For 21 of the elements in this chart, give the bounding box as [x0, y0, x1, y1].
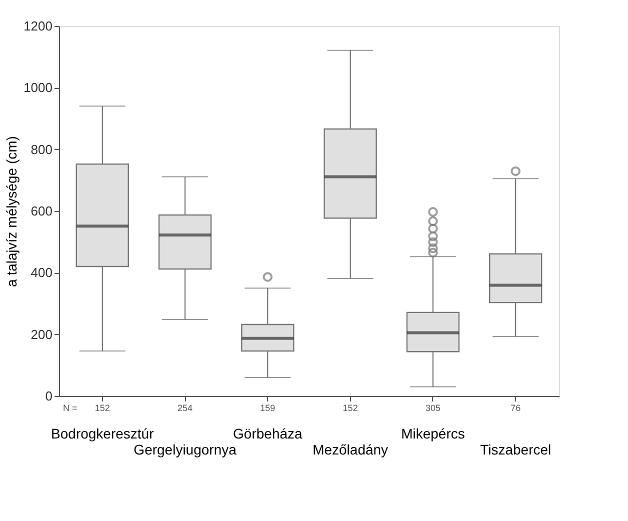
y-tick-label: 600 — [30, 204, 52, 218]
x-tick-label: Görbeháza — [233, 426, 303, 442]
x-tick-label: Bodrogkeresztúr — [51, 426, 154, 442]
text: N = — [63, 403, 78, 413]
y-tick-label: 800 — [30, 142, 52, 157]
text: 152 — [342, 403, 358, 413]
y-tick-label: 200 — [30, 326, 52, 342]
text: 254 — [178, 403, 193, 413]
text: 305 — [425, 403, 440, 413]
y-tick-label: 1000 — [24, 80, 52, 96]
text: 76 — [510, 403, 521, 413]
x-tick-label: Tiszabercel — [480, 442, 552, 458]
text: 159 — [260, 403, 276, 413]
x-tick-label: Mezőladány — [312, 442, 388, 458]
y-tick-label: 0 — [45, 388, 52, 404]
text: 152 — [94, 403, 110, 413]
y-axis-title: a talajvíz mélysége (cm) — [4, 136, 20, 287]
y-tick-label: 400 — [30, 265, 52, 280]
y-tick-label: 1200 — [24, 18, 52, 34]
x-tick-label: Mikepércs — [401, 426, 465, 442]
x-tick-label: Gergelyiugornya — [134, 442, 237, 458]
